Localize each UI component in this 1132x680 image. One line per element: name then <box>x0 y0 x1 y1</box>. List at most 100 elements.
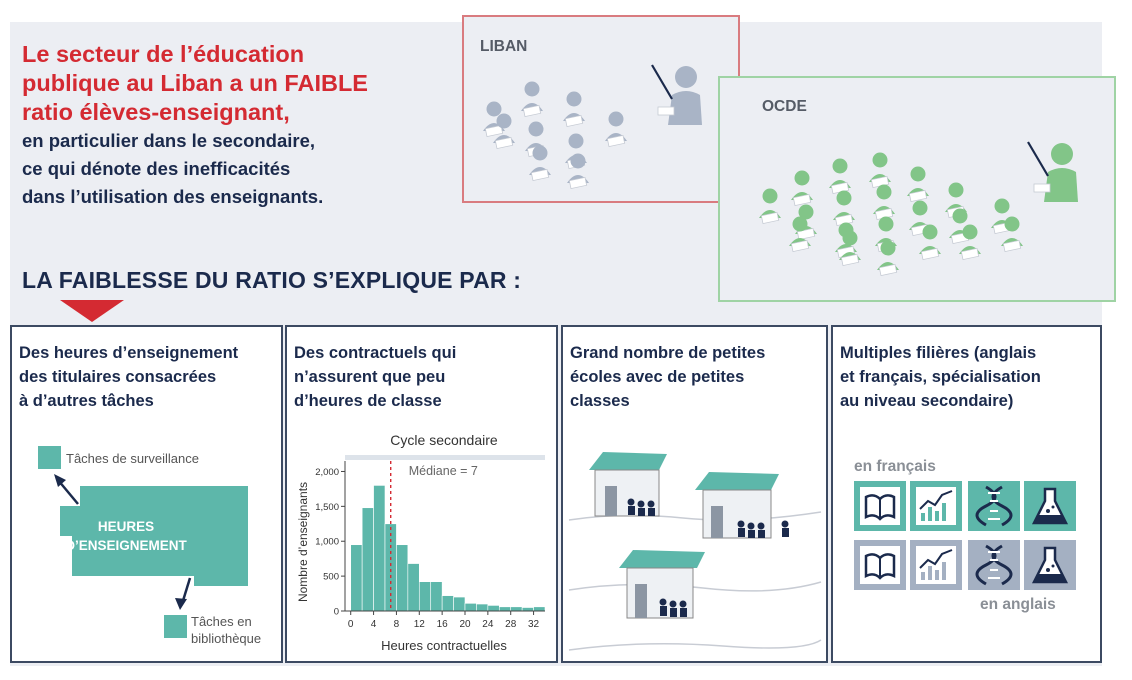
chart-icon <box>910 540 962 590</box>
student-icon <box>959 224 981 261</box>
panel-title-line: au niveau secondaire) <box>840 392 1014 410</box>
liban-label: LIBAN <box>480 38 528 55</box>
headline: Le secteur de l’éducation publique au Li… <box>22 40 462 211</box>
school-icon <box>619 550 705 619</box>
down-arrow-icon <box>60 300 124 322</box>
student-icon <box>563 91 585 128</box>
teacher-icon <box>1027 141 1078 202</box>
chart-title-band <box>345 455 545 460</box>
x-tick-label: 12 <box>414 619 426 630</box>
x-tick-label: 16 <box>437 619 449 630</box>
hours-line: D’ENSEIGNEMENT <box>65 538 187 553</box>
y-tick-label: 1,000 <box>315 537 339 548</box>
panel-title-line: d’heures de classe <box>294 392 442 410</box>
hours-block-illustration <box>54 474 248 610</box>
x-tick-label: 8 <box>394 619 400 630</box>
histogram-bar <box>533 606 546 612</box>
histogram-bar <box>510 606 523 612</box>
headline-sub-line: en particulier dans le secondaire, <box>22 130 316 151</box>
ocde-classroom-illustration <box>759 141 1078 277</box>
histogram-bar <box>384 523 397 612</box>
bibliotheque-line: Tâches en <box>191 614 252 629</box>
liban-classroom-illustration <box>483 64 702 190</box>
median-label: Médiane = 7 <box>409 464 478 478</box>
student-icon <box>839 230 861 267</box>
book-icon <box>854 540 906 590</box>
student-icon <box>791 170 813 207</box>
book-icon <box>854 481 906 531</box>
label-en-anglais: en anglais <box>980 596 1056 613</box>
panel-title-line: et français, spécialisation <box>840 368 1041 386</box>
headline-sub-line: dans l’utilisation des enseignants. <box>22 186 324 207</box>
panel-title: Des contractuels qui n’assurent que peu … <box>294 341 552 413</box>
chart-xlabel: Heures contractuelles <box>381 638 507 653</box>
dna-icon <box>968 481 1020 531</box>
panel-title-line: à d’autres tâches <box>19 392 154 410</box>
school-icon <box>589 452 667 517</box>
x-tick-label: 4 <box>371 619 377 630</box>
student-icon <box>759 188 781 225</box>
student-icon <box>795 204 817 241</box>
headline-line: Le secteur de l’éducation <box>22 41 305 67</box>
histogram-bar <box>373 485 386 612</box>
x-tick-label: 20 <box>459 619 471 630</box>
student-icon <box>567 153 589 190</box>
ocde-label: OCDE <box>762 98 807 115</box>
panel-title-line: Des contractuels qui <box>294 344 457 362</box>
histogram-bar <box>521 607 534 612</box>
student-icon <box>789 216 811 253</box>
bibliotheque-label: Tâches en bibliothèque <box>191 613 261 647</box>
histogram-bar <box>361 507 374 612</box>
surveillance-square-icon <box>38 446 61 469</box>
student-icon <box>483 101 505 138</box>
student-icon <box>869 152 891 189</box>
histogram-bar <box>441 595 454 612</box>
x-tick-label: 28 <box>505 619 517 630</box>
histogram-bar <box>418 581 432 612</box>
hours-block-label: HEURES D’ENSEIGNEMENT <box>60 517 192 555</box>
panel-title-line: des titulaires consacrées <box>19 368 217 386</box>
student-icon <box>907 166 929 203</box>
panel-title: Multiples filières (anglais et français,… <box>840 341 1096 413</box>
student-icon <box>919 224 941 261</box>
panel-title-line: n’assurent que peu <box>294 368 446 386</box>
panel-title-line: Grand nombre de petites <box>570 344 766 362</box>
y-tick-label: 2,000 <box>315 467 339 478</box>
y-tick-label: 1,500 <box>315 502 339 513</box>
y-tick-label: 0 <box>334 607 339 618</box>
histogram-bar <box>487 605 500 612</box>
histogram-bar <box>350 544 363 612</box>
chart-icon <box>910 481 962 531</box>
section-subhead: LA FAIBLESSE DU RATIO S’EXPLIQUE PAR : <box>22 267 522 293</box>
chart-ylabel: Nombre d’enseignants <box>296 482 310 602</box>
chart-title: Cycle secondaire <box>390 432 498 448</box>
x-tick-label: 24 <box>482 619 494 630</box>
student-icon <box>529 145 551 182</box>
headline-sub-line: ce qui dénote des inefficacités <box>22 158 291 179</box>
histogram-bar <box>453 596 466 612</box>
small-schools-illustration <box>568 452 822 651</box>
histogram-bar <box>476 603 489 612</box>
panel-title-line: Multiples filières (anglais <box>840 344 1037 362</box>
student-icon <box>833 190 855 227</box>
panel-title: Des heures d’enseignement des titulaires… <box>19 341 277 413</box>
flask-icon <box>1024 481 1076 531</box>
contract-hours-histogram: Cycle secondaire 0 4 8 12 16 20 24 28 32 0 500 1,00… <box>296 432 546 653</box>
student-icon <box>877 240 899 277</box>
student-icon <box>1001 216 1023 253</box>
student-icon <box>493 113 515 150</box>
x-tick-label: 32 <box>528 619 540 630</box>
histogram-bar <box>498 606 512 612</box>
panel-title: Grand nombre de petites écoles avec de p… <box>570 341 822 413</box>
surveillance-label: Tâches de surveillance <box>66 451 199 466</box>
y-tick-label: 500 <box>323 572 339 583</box>
headline-line: ratio élèves-enseignant, <box>22 99 290 125</box>
hours-line: HEURES <box>97 519 155 534</box>
histogram-bar <box>396 544 409 612</box>
panel-title-line: classes <box>570 392 630 410</box>
student-icon <box>605 111 627 148</box>
x-tick-label: 0 <box>348 619 354 630</box>
headline-line: publique au Liban a un FAIBLE <box>22 70 368 96</box>
histogram-bar <box>464 603 477 612</box>
histogram-bar <box>407 563 420 612</box>
